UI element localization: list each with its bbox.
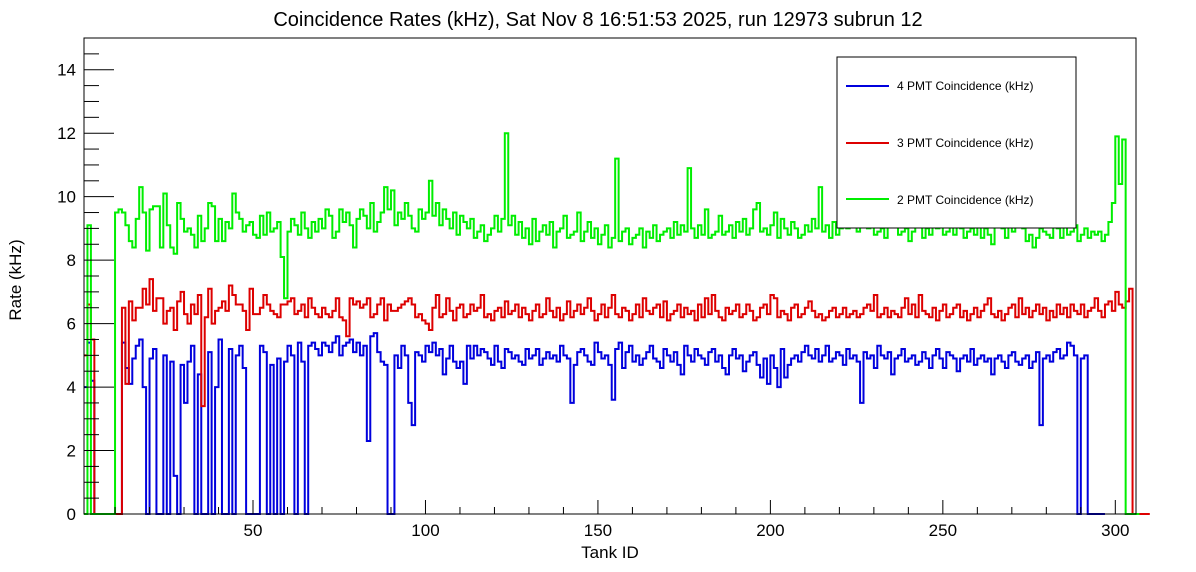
x-tick-label: 150 (584, 521, 612, 540)
x-tick-label: 200 (756, 521, 784, 540)
x-tick-label: 250 (929, 521, 957, 540)
y-tick-label: 2 (67, 442, 76, 461)
x-tick-label: 100 (411, 521, 439, 540)
y-tick-label: 8 (67, 251, 76, 270)
y-tick-label: 10 (57, 188, 76, 207)
legend: 4 PMT Coincidence (kHz) 3 PMT Coincidenc… (836, 56, 1077, 229)
series-line-4pmt (84, 332, 1105, 515)
y-tick-label: 4 (67, 378, 76, 397)
x-tick-label: 50 (244, 521, 263, 540)
y-tick-label: 14 (57, 61, 76, 80)
legend-label-4pmt: 4 PMT Coincidence (kHz) (897, 79, 1034, 93)
legend-label-2pmt: 2 PMT Coincidence (kHz) (897, 193, 1034, 207)
y-tick-label: 12 (57, 124, 76, 143)
chart-title: Coincidence Rates (kHz), Sat Nov 8 16:51… (273, 9, 922, 31)
x-tick-label: 300 (1101, 521, 1129, 540)
legend-label-3pmt: 3 PMT Coincidence (kHz) (897, 136, 1034, 150)
y-axis-label: Rate (kHz) (6, 239, 25, 320)
series-line-3pmt (84, 278, 1150, 515)
y-tick-label: 6 (67, 315, 76, 334)
axes-layer: 0 2 4 6 8 10 12 14 50 100 150 200 250 300 (57, 37, 1129, 540)
y-tick-label: 0 (67, 505, 76, 524)
x-axis-label: Tank ID (581, 543, 639, 562)
